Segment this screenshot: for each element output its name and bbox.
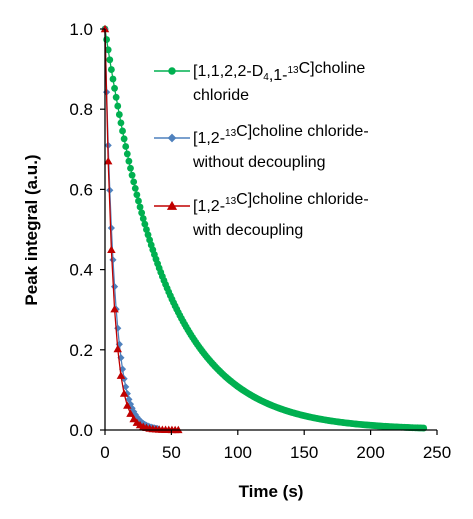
data-point — [118, 365, 127, 373]
data-point — [117, 354, 125, 362]
data-point — [110, 283, 119, 291]
data-point — [114, 324, 122, 332]
y-axis-title: Peak integral (a.u.) — [22, 154, 41, 305]
legend-marker — [166, 200, 178, 210]
data-point — [126, 409, 135, 417]
legend-label: [1,1,2,2-D4,1-13C]choline — [193, 60, 365, 84]
data-point — [117, 119, 125, 127]
data-point — [144, 231, 152, 239]
y-tick-label: 0.2 — [69, 341, 93, 360]
legend-label: with decoupling — [192, 222, 303, 239]
x-tick-label: 100 — [224, 443, 252, 462]
y-tick-label: 0.0 — [69, 421, 93, 440]
data-point — [125, 395, 133, 403]
data-point — [109, 256, 117, 264]
data-point — [103, 156, 113, 165]
legend-marker — [168, 67, 176, 75]
data-point — [135, 197, 142, 205]
legend-marker — [167, 133, 177, 143]
data-point — [125, 157, 133, 165]
data-point — [138, 209, 146, 217]
data-point — [113, 344, 122, 353]
data-point — [112, 93, 120, 101]
x-tick-label: 50 — [162, 443, 181, 462]
y-tick-label: 0.8 — [69, 100, 93, 119]
data-point — [119, 389, 129, 397]
data-point — [103, 36, 111, 43]
y-tick-label: 0.4 — [69, 261, 93, 280]
data-point — [131, 184, 139, 192]
x-axis-title: Time (s) — [239, 482, 304, 501]
data-point — [104, 46, 112, 54]
data-point — [111, 84, 118, 92]
data-point — [133, 191, 141, 199]
data-point — [119, 127, 126, 135]
data-point — [131, 410, 139, 419]
legend-label: [1,2-13C]choline chloride- — [193, 191, 369, 215]
data-point — [126, 400, 135, 408]
data-point — [109, 75, 117, 83]
legend: [1,1,2,2-D4,1-13C]choline chloride [1,2-13… — [154, 60, 369, 239]
data-point — [127, 164, 134, 172]
x-tick-label: 0 — [100, 443, 109, 462]
y-tick-label: 0.6 — [69, 180, 93, 199]
data-point — [143, 226, 150, 233]
series-1 — [101, 25, 428, 432]
x-tick-label: 250 — [423, 443, 451, 462]
data-point — [136, 203, 144, 211]
legend-label: without decoupling — [192, 154, 326, 171]
data-point — [123, 390, 131, 398]
x-tick-label: 150 — [290, 443, 318, 462]
data-point — [107, 245, 116, 254]
data-point — [128, 171, 136, 179]
legend-item: [1,2-13C]choline chloride-with decouplin… — [154, 191, 369, 239]
axes: 0 50 100 150 200 250 0.0 0.2 0.4 0.6 0.8 1.0 — [69, 20, 451, 462]
data-point — [114, 102, 122, 110]
data-point — [107, 224, 115, 232]
data-point — [110, 304, 119, 313]
data-point — [120, 135, 128, 143]
data-point — [122, 383, 130, 391]
data-point — [139, 215, 147, 222]
y-tick-label: 1.0 — [69, 20, 93, 39]
legend-item: [1,2-13C]choline chloride-without decoup… — [154, 123, 369, 171]
legend-item: [1,1,2,2-D4,1-13C]choline chloride — [154, 60, 365, 104]
data-point — [130, 178, 138, 186]
data-point — [107, 66, 115, 73]
legend-label: [1,2-13C]choline chloride- — [193, 123, 369, 147]
data-point — [106, 56, 114, 64]
legend-label: chloride — [193, 87, 249, 104]
data-point — [123, 401, 132, 409]
data-point — [141, 220, 149, 228]
data-point — [122, 143, 130, 150]
x-tick-label: 200 — [356, 443, 384, 462]
data-point — [116, 371, 126, 379]
plot-area — [100, 24, 428, 434]
data-point — [123, 150, 131, 158]
data-point — [115, 111, 123, 118]
